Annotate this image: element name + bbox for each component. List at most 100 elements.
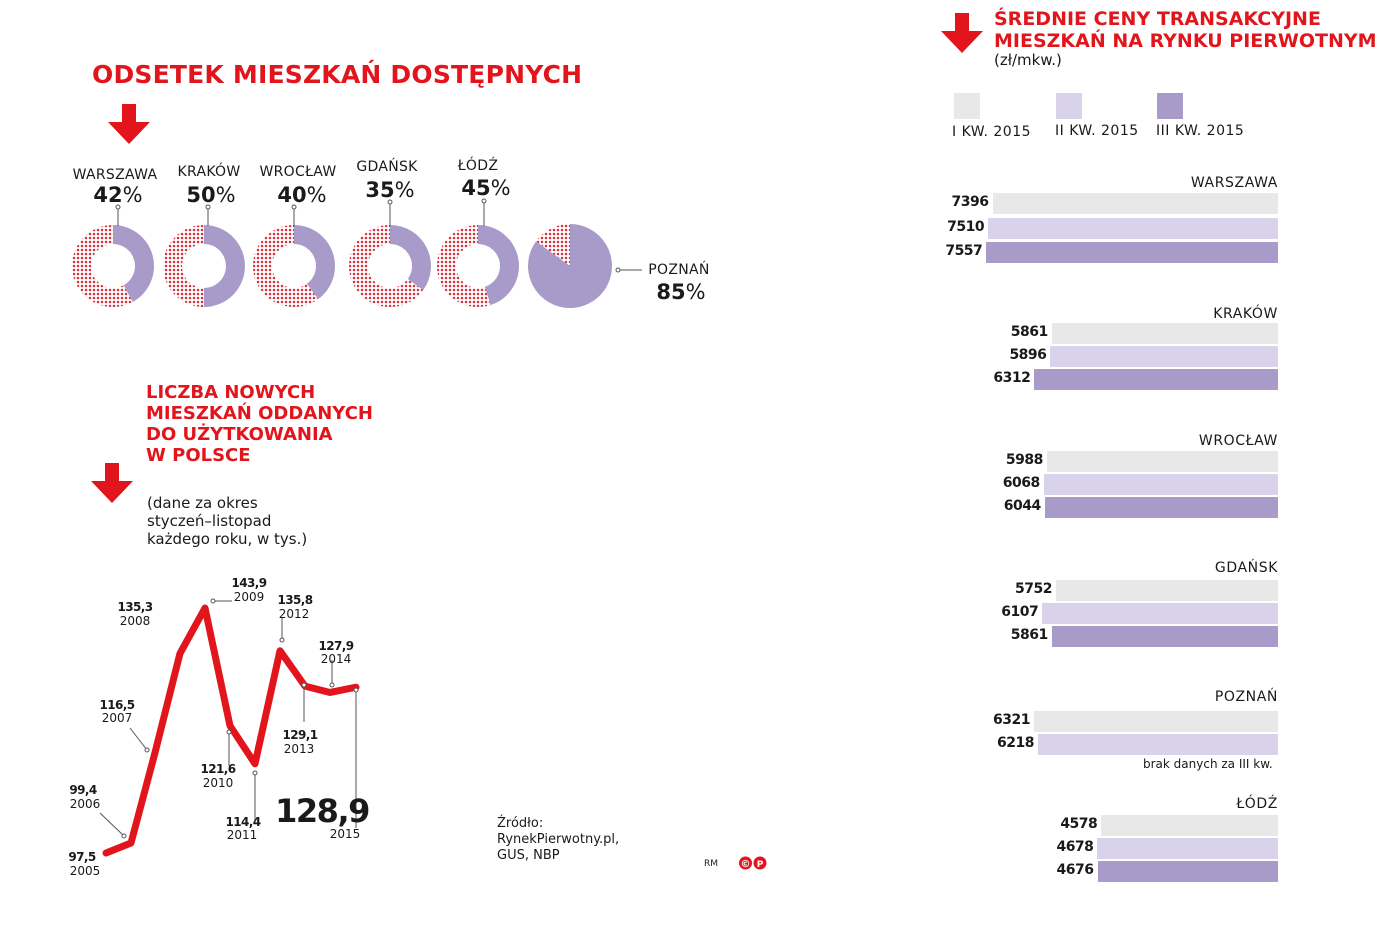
line-subtitle-2: styczeń–listopad: [147, 512, 272, 530]
line-year-label: 2012: [279, 607, 310, 621]
arrow-down-icon: [941, 13, 983, 55]
bar-value-gdansk-q2: 6107: [1001, 604, 1039, 620]
bar-wroclaw-q1: [1046, 451, 1278, 472]
donut-city-gdansk: GDAŃSK: [356, 159, 418, 175]
donut-city-wroclaw: WROCŁAW: [259, 164, 337, 180]
bar-value-gdansk-q1: 5752: [1015, 581, 1052, 597]
line-value-label: 143,9: [232, 576, 267, 590]
line-title-1: LICZBA NOWYCH: [146, 382, 316, 403]
line-title-4: W POLSCE: [146, 445, 251, 466]
line-title: LICZBA NOWYCH MIESZKAŃ ODDANYCH DO UŻYTK…: [146, 382, 373, 466]
line-subtitle-3: każdego roku, w tys.): [147, 530, 308, 548]
arrow-down-icon: [108, 104, 150, 146]
bar-krakow-q2: [1050, 346, 1278, 367]
donut-pct-krakow: 50%: [186, 183, 236, 207]
line-year-label: 2013: [284, 742, 315, 756]
bar-gdansk-q1: [1055, 580, 1278, 601]
source-line-2: GUS, NBP: [497, 848, 560, 863]
bar-value-poznan-q1: 6321: [993, 712, 1030, 728]
bar-gdansk-q2: [1042, 603, 1278, 624]
donut-charts: [71, 198, 642, 308]
bar-value-wroclaw-q2: 6068: [1002, 475, 1040, 491]
bar-value-wroclaw-q1: 5988: [1005, 452, 1043, 468]
bar-city-krakow: KRAKÓW: [1213, 306, 1278, 322]
bars-title-1: ŚREDNIE CENY TRANSAKCYJNE: [994, 8, 1321, 30]
donut-pct-warszawa: 42%: [93, 183, 143, 207]
line-value-label: 128,9: [275, 792, 369, 830]
line-year-label: 2015: [330, 827, 361, 841]
bar-krakow-q1: [1051, 323, 1278, 344]
author-credit: RM: [704, 859, 719, 869]
bar-lodz-q1: [1101, 815, 1278, 836]
line-value-label: 99,4: [69, 783, 96, 797]
line-value-label: 127,9: [319, 639, 354, 653]
bar-warszawa-q1: [992, 193, 1278, 214]
source-label: Źródło:: [497, 816, 544, 831]
legend-label-q1: I KW. 2015: [952, 124, 1032, 140]
donut-slice-krakow: [204, 225, 245, 307]
bar-city-poznan: POZNAŃ: [1214, 689, 1278, 705]
line-year-label: 2014: [321, 652, 352, 666]
arrow-down-icon: [91, 463, 133, 505]
donut-slice-gdansk: [390, 225, 431, 291]
donut-city-lodz: ŁÓDŹ: [457, 158, 499, 174]
svg-text:P: P: [757, 860, 764, 870]
source-line-1: RynekPierwotny.pl,: [497, 832, 620, 847]
line-year-label: 2007: [102, 711, 133, 725]
bar-lodz-q3: [1097, 861, 1278, 882]
bar-value-krakow-q3: 6312: [993, 370, 1031, 386]
bar-value-krakow-q2: 5896: [1009, 347, 1047, 363]
legend-label-q3: III KW. 2015: [1156, 123, 1245, 139]
bar-wroclaw-q2: [1043, 474, 1278, 495]
donut-leader-dot-krakow: [205, 204, 211, 210]
donut-slice-poznan: [528, 224, 612, 308]
line-leader-dot: [252, 770, 258, 776]
donut-city-warszawa: WARSZAWA: [72, 167, 158, 183]
bar-lodz-q2: [1097, 838, 1278, 859]
donut-city-krakow: KRAKÓW: [177, 164, 241, 180]
donut-slice-warszawa: [113, 225, 154, 302]
donut-rest-warszawa: [71, 225, 133, 307]
line-leader-dot: [279, 637, 285, 643]
bar-value-warszawa-q2: 7510: [947, 219, 985, 235]
source-block: Źródło: RynekPierwotny.pl, GUS, NBP: [497, 816, 619, 864]
donut-rest-wroclaw: [253, 225, 319, 307]
line-year-label: 2011: [227, 828, 258, 842]
bars-title-2: MIESZKAŃ NA RYNKU PIERWOTNYM: [994, 30, 1377, 52]
line-title-3: DO UŻYTKOWANIA: [146, 424, 333, 445]
legend-swatch-q3: [1157, 93, 1183, 119]
line-year-label: 2005: [70, 864, 101, 878]
bar-value-warszawa-q1: 7396: [951, 194, 989, 210]
bar-value-lodz-q2: 4678: [1056, 839, 1094, 855]
line-value-label: 114,4: [226, 815, 261, 829]
donut-leader-dot-gdansk: [387, 199, 393, 205]
bar-poznan-q2: [1037, 734, 1278, 755]
line-leader: [129, 727, 148, 751]
bar-city-gdansk: GDAŃSK: [1214, 560, 1278, 576]
line-year-label: 2009: [234, 590, 265, 604]
donut-pct-wroclaw: 40%: [277, 183, 327, 207]
bar-value-krakow-q1: 5861: [1010, 324, 1048, 340]
bar-gdansk-q3: [1051, 626, 1278, 647]
donut-leader-dot-poznan: [615, 267, 621, 273]
legend-swatch-q1: [954, 93, 980, 119]
legend-swatch-q2: [1056, 93, 1082, 119]
line-value-label: 129,1: [283, 728, 318, 742]
donut-leader-dot-warszawa: [115, 204, 121, 210]
donut-rest-lodz: [436, 225, 491, 308]
line-value-label: 135,8: [278, 593, 313, 607]
line-year-label: 2008: [120, 614, 151, 628]
bar-warszawa-q2: [988, 218, 1278, 239]
line-leader-dot: [353, 687, 359, 693]
bars-unit: (zł/mkw.): [994, 51, 1062, 69]
line-leader-dot: [144, 747, 150, 753]
donut-pct-poznan: 85%: [656, 280, 706, 304]
line-leader-dot: [210, 598, 216, 604]
svg-text:©: ©: [741, 859, 751, 870]
bar-value-wroclaw-q3: 6044: [1003, 498, 1041, 514]
line-subtitle-1: (dane za okres: [147, 494, 258, 512]
line-title-2: MIESZKAŃ ODDANYCH: [146, 403, 373, 424]
donut-city-poznan: POZNAŃ: [648, 262, 710, 278]
donut-slice-wroclaw: [294, 225, 335, 300]
donut-leader-dot-wroclaw: [291, 204, 297, 210]
